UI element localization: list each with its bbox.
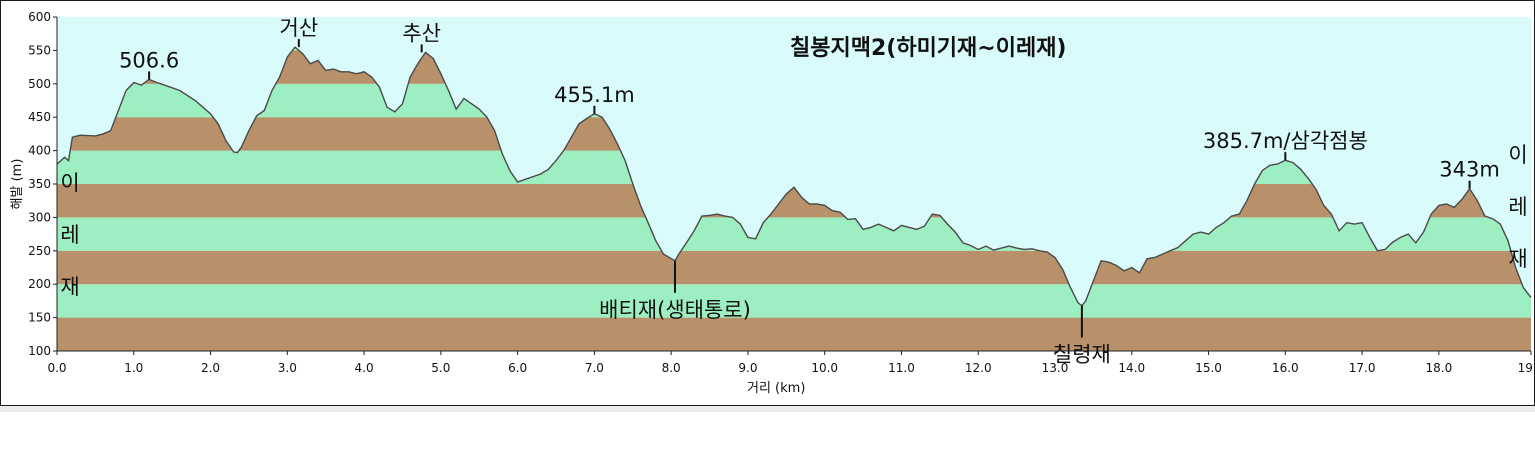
vertical-label-char: 재 [60, 275, 79, 299]
y-tick-label: 200 [28, 277, 51, 291]
x-tick-label: 17.0 [1349, 361, 1376, 375]
x-tick-label: 14.0 [1118, 361, 1145, 375]
x-axis-label: 거리 (km) [747, 381, 805, 396]
y-tick-label: 300 [28, 210, 51, 224]
y-tick-label: 500 [28, 77, 51, 91]
x-tick-label: 2.0 [201, 361, 220, 375]
y-tick-label: 550 [28, 43, 51, 57]
x-tick-label: 3.0 [278, 361, 297, 375]
elevation-band [57, 184, 1531, 218]
x-tick-label: 9.0 [738, 361, 757, 375]
x-tick-label: 6.0 [508, 361, 527, 375]
y-tick-label: 350 [28, 177, 51, 191]
elevation-band [57, 284, 1531, 318]
x-tick-label: 11.0 [888, 361, 915, 375]
y-axis-ticks: 100 150 200 250 300 350 400 450 500 550 600 [28, 10, 57, 358]
y-tick-label: 150 [28, 311, 51, 325]
vertical-label-char: 이 [1508, 143, 1527, 167]
annotation-label: 칠령재 [1053, 343, 1111, 367]
annotation-label: 추산 [402, 21, 441, 45]
x-tick-label: 7.0 [585, 361, 604, 375]
x-tick-label: 0.0 [47, 361, 66, 375]
x-tick-label: 13.0 [1042, 361, 1069, 375]
vertical-label-char: 재 [1508, 247, 1527, 271]
vertical-label-char: 레 [1508, 195, 1527, 219]
x-tick-label: 15.0 [1195, 361, 1222, 375]
x-tick-label: 19.2 [1518, 361, 1535, 375]
annotation-label: 거산 [280, 16, 319, 40]
elevation-band [57, 250, 1531, 285]
elevation-band [57, 317, 1531, 351]
x-tick-label: 4.0 [355, 361, 374, 375]
x-tick-label: 1.0 [124, 361, 143, 375]
annotation-label: 385.7m/삼각점봉 [1203, 129, 1368, 153]
x-tick-label: 12.0 [965, 361, 992, 375]
y-tick-label: 400 [28, 144, 51, 158]
elevation-band [57, 217, 1531, 251]
bottom-bar [0, 406, 1535, 412]
profile-line [56, 46, 1532, 307]
chart-title: 칠봉지맥2(하미기재~이레재) [790, 36, 1067, 61]
x-tick-label: 10.0 [811, 361, 838, 375]
vertical-label-char: 이 [60, 171, 79, 195]
y-axis-label: 해발 (m) [10, 159, 25, 210]
y-tick-label: 250 [28, 244, 51, 258]
annotations: 506.6 거산 추산 455.1m 배티재(생태통로) 칠령재 385.7m/삼각점봉 34… [119, 16, 1500, 367]
end-point-label: 이레재 [1508, 143, 1527, 271]
axes-frame [56, 17, 1531, 352]
start-point-label: 이레재 [60, 171, 79, 299]
x-axis-ticks: 0.0 1.0 2.0 3.0 4.0 5.0 6.0 7.0 8.0 9.0 10.0 11.0 12… [47, 351, 1535, 375]
y-tick-label: 600 [28, 10, 51, 24]
annotation-label: 455.1m [554, 83, 635, 107]
y-tick-label: 450 [28, 110, 51, 124]
x-tick-label: 5.0 [431, 361, 450, 375]
y-tick-label: 100 [28, 344, 51, 358]
vertical-label-char: 레 [60, 223, 79, 247]
x-tick-label: 18.0 [1426, 361, 1453, 375]
annotation-label: 506.6 [119, 48, 179, 72]
x-tick-label: 8.0 [662, 361, 681, 375]
annotation-label: 배티재(생태통로) [599, 298, 751, 322]
x-tick-label: 16.0 [1272, 361, 1299, 375]
annotation-label: 343m [1439, 158, 1500, 182]
